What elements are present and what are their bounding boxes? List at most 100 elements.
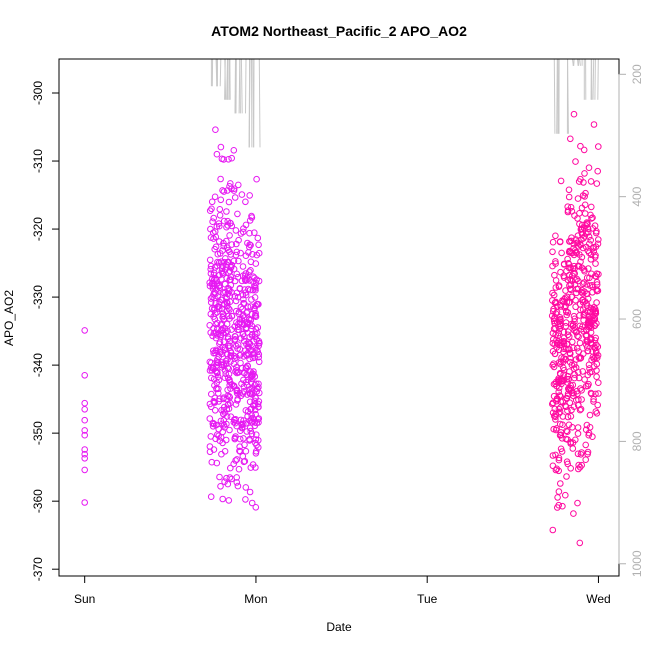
data-point [217,175,224,183]
data-point [233,479,241,486]
data-point [232,297,240,305]
data-point [584,450,591,458]
data-point [231,194,239,201]
data-point [227,220,234,227]
data-point [221,280,229,288]
data-point [565,333,573,340]
data-point [578,461,586,469]
data-point [252,431,260,439]
data-point [590,396,597,403]
data-point [563,473,570,480]
data-point [211,276,218,283]
data-point [220,407,228,414]
data-point [594,401,602,409]
profile-line [239,58,241,114]
data-point [248,322,256,330]
data-point [558,448,566,455]
x-axis: Sun Mon Tue Wed [74,575,611,606]
data-point [593,286,600,293]
data-point [552,310,560,317]
data-point [231,293,239,300]
data-point [220,156,227,163]
data-point [583,221,591,228]
data-point [586,411,594,419]
data-point [216,206,224,213]
data-point [569,265,577,273]
data-point [556,238,564,246]
data-point [569,321,577,328]
data-point [213,150,221,158]
data-point [224,284,232,292]
data-point [252,260,260,267]
data-point [235,181,242,189]
data-point [207,265,214,273]
data-point [211,394,219,402]
data-point [219,262,227,270]
data-point [241,457,249,465]
data-point [236,447,243,455]
profile-line [572,58,574,66]
data-point [578,204,586,212]
data-point [246,277,253,284]
profile-line [594,58,596,100]
data-point [557,301,564,309]
data-point [565,193,573,201]
data-point [255,301,262,308]
profile-line [228,58,231,100]
x-tick-label: Sun [74,592,95,606]
profile-line [224,58,227,100]
profile-line [579,58,581,66]
data-point [567,350,574,358]
data-point [245,350,253,358]
data-point [233,456,241,463]
data-point [587,251,595,259]
data-point [557,177,565,185]
data-point [227,464,234,472]
data-point [591,337,599,344]
data-point [594,167,602,175]
data-point [232,307,240,315]
data-point [224,480,232,488]
data-point [580,279,588,286]
data-point [209,218,216,225]
data-point [254,324,262,331]
data-point [583,421,591,429]
data-point [222,436,230,444]
data-point [255,277,263,285]
profile-line [216,58,218,87]
data-point [556,420,564,428]
data-point [228,241,236,248]
data-point [564,372,572,380]
y-tick-label: -370 [31,557,45,581]
data-point [252,464,259,471]
data-point [588,270,595,278]
profile-lines [210,58,599,148]
data-point [223,295,231,302]
data-point [255,358,263,366]
data-point [253,251,261,259]
data-point [564,309,572,316]
data-point [232,457,239,464]
data-point [588,368,596,376]
data-point [216,222,223,230]
x-tick-label: Tue [417,592,438,606]
data-point [579,244,587,252]
data-point [589,312,597,320]
data-point [210,269,218,277]
data-point [220,242,227,250]
data-point [241,272,249,280]
data-point [219,310,227,317]
plot-frame [58,58,620,577]
data-point [240,337,248,345]
data-point [218,258,225,266]
data-point [221,448,229,455]
data-point [221,344,229,352]
data-point [233,319,240,326]
data-point [581,376,588,383]
data-point [564,328,572,336]
data-point [580,179,587,186]
data-point [576,355,584,362]
data-point [580,350,587,358]
data-point [595,236,602,243]
data-point [243,428,251,435]
